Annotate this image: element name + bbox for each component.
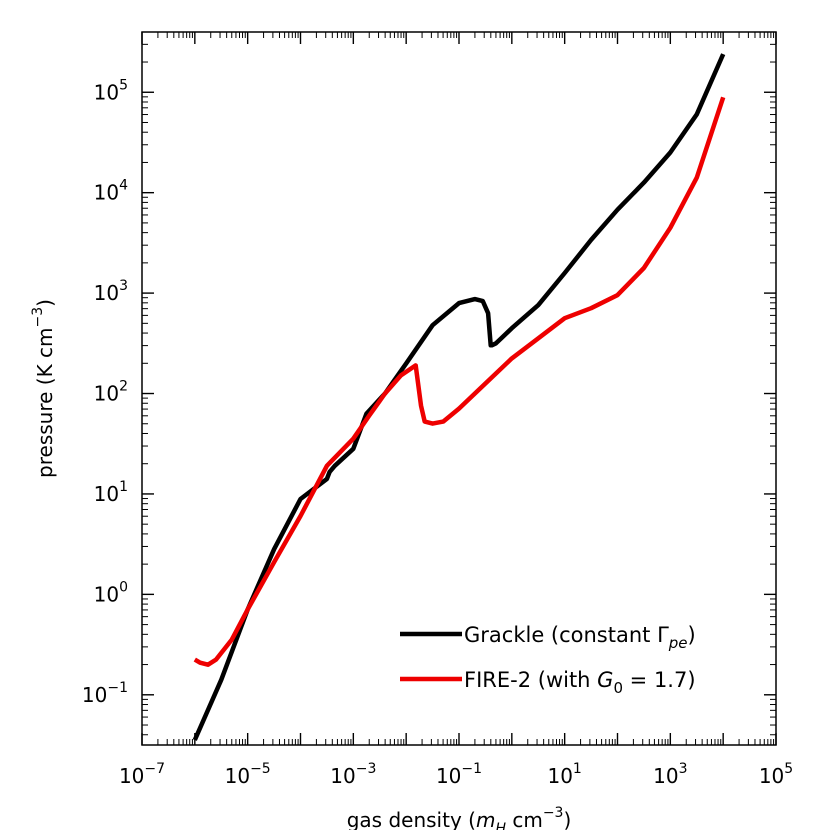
legend-label-grackle: Grackle (constant Γpe)	[464, 623, 696, 652]
y-tick-label: 10−1	[82, 680, 128, 707]
x-tick-label: 10−1	[436, 761, 482, 788]
series-layer	[192, 53, 726, 741]
plot-frame	[141, 31, 777, 746]
y-tick-label: 104	[94, 178, 128, 205]
y-axis-label: pressure (K cm−3)	[30, 299, 57, 478]
y-tick-label: 100	[94, 579, 128, 606]
label-layer: 10−7 10−5 10−3 10−1 101 103 105 10−1 100 101 102 10…	[30, 77, 793, 830]
y-tick-label: 103	[94, 278, 128, 305]
series-line-grackle	[192, 53, 726, 741]
x-axis-label: gas density (mH cm−3)	[347, 805, 572, 830]
x-tick-label: 10−5	[225, 761, 271, 788]
x-tick-label: 103	[653, 761, 687, 788]
y-tick-label: 101	[94, 479, 128, 506]
legend-label-fire2: FIRE-2 (with G0 = 1.7)	[464, 668, 696, 697]
y-tick-label: 102	[94, 379, 128, 406]
y-tick-label: 105	[94, 77, 128, 104]
x-tick-label: 101	[547, 761, 581, 788]
x-tick-label: 10−3	[330, 761, 376, 788]
x-tick-label: 10−7	[119, 761, 165, 788]
legend: Grackle (constant Γpe) FIRE-2 (with G0 = …	[400, 623, 696, 697]
tick-layer	[141, 32, 777, 745]
x-tick-label: 105	[759, 761, 793, 788]
series-line-fire2	[193, 96, 726, 667]
